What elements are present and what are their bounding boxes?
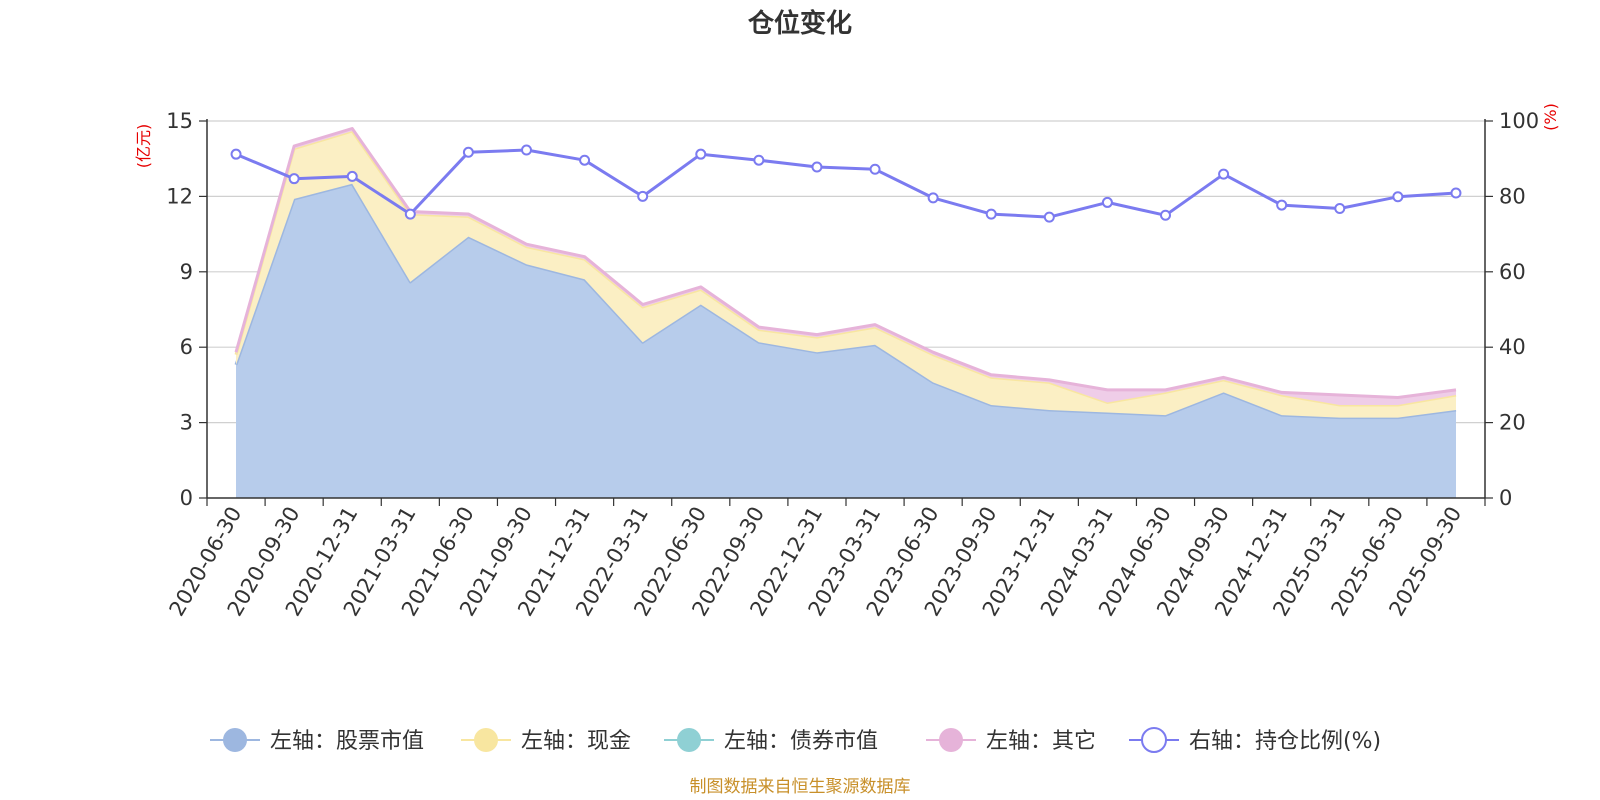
ratio-point — [927, 192, 939, 204]
area-左轴：现金 — [236, 131, 1456, 418]
ratio-point — [462, 146, 474, 158]
ratio-point — [1218, 168, 1230, 180]
legend-marker — [677, 728, 701, 752]
ratio-point — [1101, 196, 1113, 208]
ratio-point — [1276, 199, 1288, 211]
ratio-point — [695, 148, 707, 160]
left-tick-label: 3 — [180, 411, 193, 435]
left-tick-label: 12 — [166, 184, 193, 208]
legend-label: 右轴：持仓比例(%) — [1189, 729, 1381, 754]
area-左轴：股票市值 — [236, 183, 1456, 499]
legend-label: 左轴：股票市值 — [270, 729, 424, 754]
ratio-point — [521, 144, 532, 156]
data-source: 制图数据来自恒生聚源数据库 — [690, 777, 911, 797]
legend-marker — [939, 728, 963, 752]
ratio-point — [869, 163, 881, 175]
ratio-series-line — [235, 148, 1457, 219]
legend-label: 左轴：现金 — [521, 729, 631, 754]
right-tick-label: 80 — [1499, 184, 1526, 208]
legend-label: 左轴：其它 — [986, 729, 1096, 754]
ratio-point — [288, 173, 300, 185]
right-axis-unit: (%) — [1541, 103, 1560, 131]
right-tick-label: 20 — [1499, 411, 1526, 435]
right-tick-label: 0 — [1499, 486, 1512, 510]
legend-marker — [1141, 727, 1167, 753]
ratio-point — [1160, 209, 1171, 221]
right-tick-label: 100 — [1499, 109, 1539, 133]
ratio-point — [1392, 191, 1404, 203]
ratio-point — [985, 208, 997, 220]
left-tick-label: 15 — [166, 109, 193, 133]
stacked-areas — [234, 127, 1457, 499]
ratio-point — [753, 154, 765, 166]
ratio-point — [1334, 202, 1346, 214]
ratio-point — [811, 161, 823, 173]
left-axis-unit: (亿元) — [134, 124, 153, 169]
ratio-point — [637, 190, 649, 202]
right-tick-label: 40 — [1499, 335, 1526, 359]
chart-title: 仓位变化 — [747, 8, 852, 39]
legend: 左轴：股票市值 左轴：现金 左轴：债券市值 左轴：其它 右轴：持仓比例(%) — [210, 727, 1381, 754]
ratio-line — [230, 144, 1462, 223]
legend-marker — [474, 728, 498, 752]
legend-label: 左轴：债券市值 — [724, 729, 878, 754]
left-tick-label: 6 — [180, 335, 193, 359]
area-line-左轴：其它 — [234, 127, 1457, 399]
ratio-point — [579, 154, 591, 166]
ratio-point — [1450, 187, 1462, 199]
ratio-point — [346, 170, 358, 182]
ratio-point — [1043, 211, 1055, 223]
right-tick-label: 60 — [1499, 260, 1526, 284]
left-tick-label: 9 — [180, 260, 193, 284]
ratio-point — [404, 208, 416, 220]
left-tick-label: 0 — [180, 486, 193, 510]
legend-marker — [223, 728, 247, 752]
ratio-point — [230, 148, 242, 160]
